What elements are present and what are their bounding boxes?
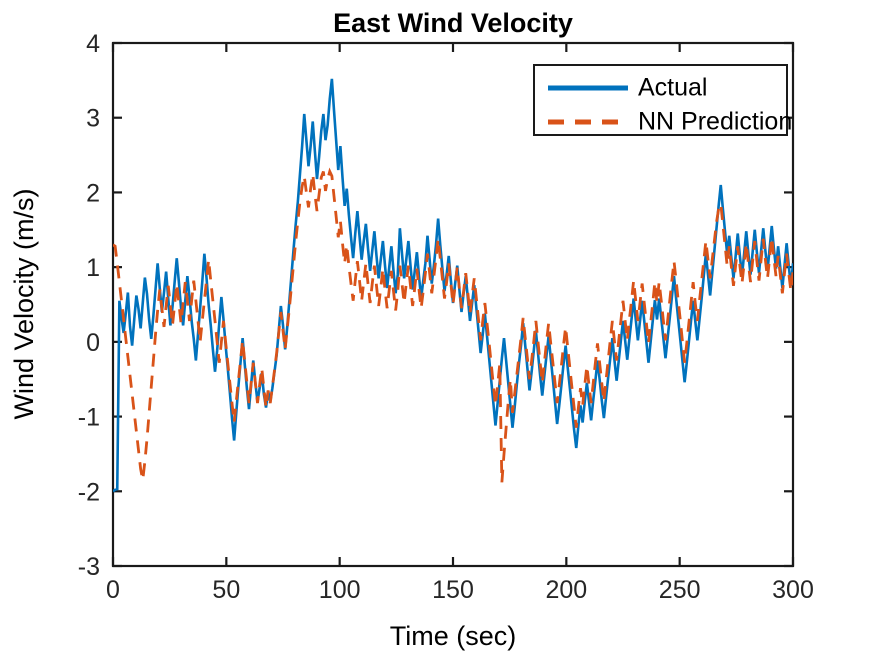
y-tick-label: -2 [78, 478, 100, 506]
y-tick-label: 2 [86, 179, 100, 207]
x-tick-label: 200 [545, 576, 587, 604]
y-tick-label: 4 [86, 30, 100, 58]
y-tick-label: 0 [86, 329, 100, 357]
y-tick-label: -1 [78, 404, 100, 432]
y-axis-tick-labels: -3 -2 -1 0 1 2 3 4 [78, 30, 100, 581]
x-axis-title: Time (sec) [390, 621, 517, 651]
y-tick-label: 3 [86, 105, 100, 133]
y-axis-title: Wind Velocity (m/s) [9, 188, 39, 419]
x-tick-label: 300 [772, 576, 814, 604]
data-series-group [113, 78, 793, 493]
x-tick-label: 100 [319, 576, 361, 604]
series-line-nn-prediction [113, 167, 793, 483]
legend-box [533, 64, 788, 136]
x-tick-label: 0 [106, 576, 120, 604]
chart-title: East Wind Velocity [333, 8, 573, 38]
x-tick-label: 150 [432, 576, 474, 604]
x-axis-tick-labels: 0 50 100 150 200 250 300 [106, 576, 814, 604]
legend[interactable]: Actual NN Prediction [533, 64, 792, 136]
legend-items[interactable]: Actual NN Prediction [548, 74, 792, 136]
series-line-actual [113, 78, 793, 493]
x-tick-label: 50 [212, 576, 240, 604]
x-tick-label: 250 [659, 576, 701, 604]
legend-label-nn-prediction[interactable]: NN Prediction [638, 108, 792, 136]
x-axis-ticks [111, 43, 795, 566]
legend-label-actual[interactable]: Actual [638, 74, 707, 102]
y-tick-label: 1 [86, 254, 100, 282]
y-tick-label: -3 [78, 553, 100, 581]
